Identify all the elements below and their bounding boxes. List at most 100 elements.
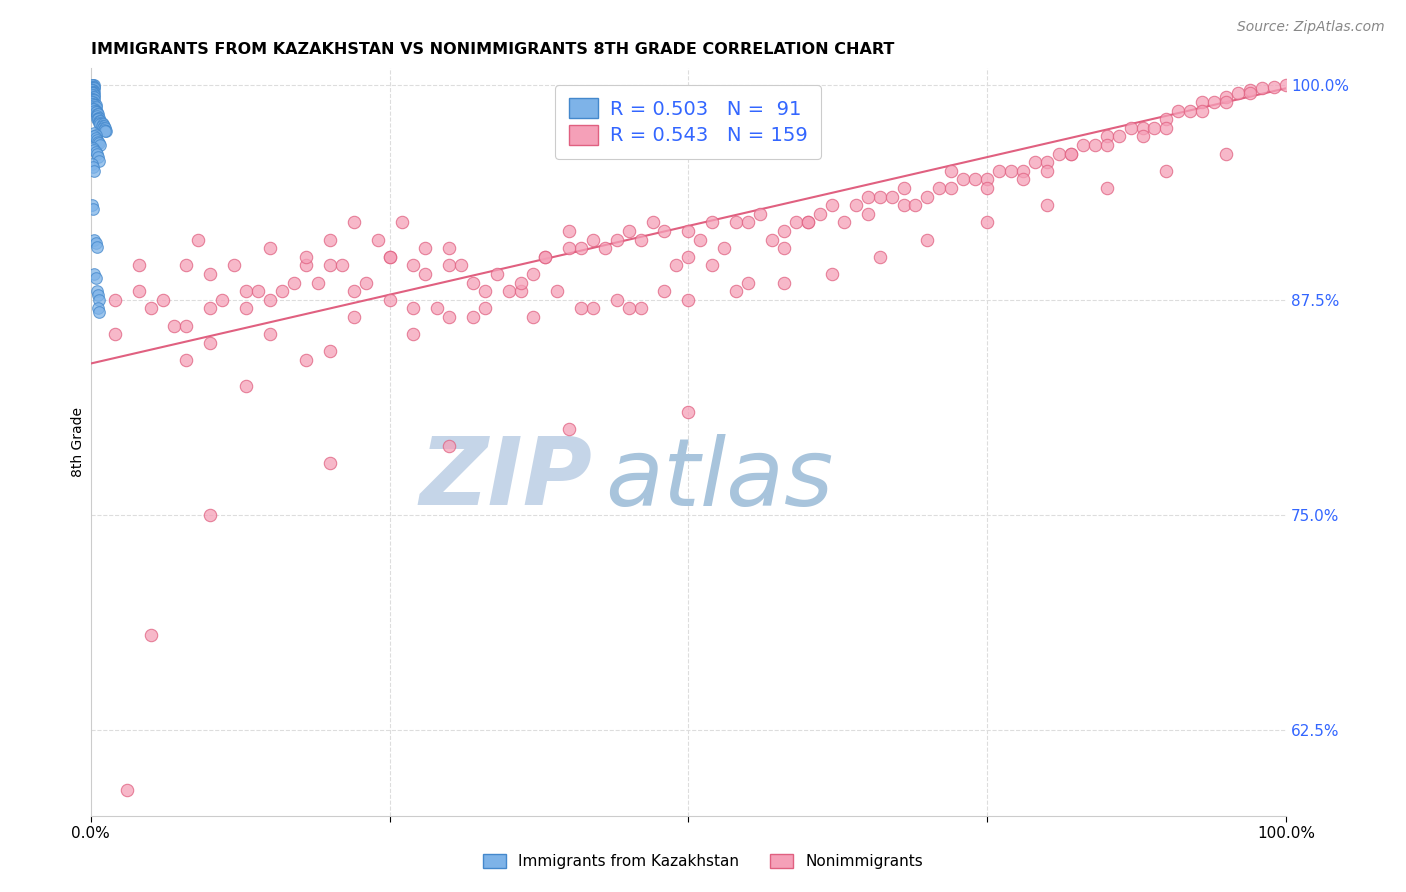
Point xyxy=(1215,90,1237,104)
Point xyxy=(84,236,107,251)
Legend: R = 0.503   N =  91, R = 0.543   N = 159: R = 0.503 N = 91, R = 0.543 N = 159 xyxy=(555,85,821,159)
Point xyxy=(83,93,105,107)
Point xyxy=(84,270,107,285)
Point xyxy=(797,215,820,229)
Point xyxy=(271,285,294,299)
Point xyxy=(737,215,759,229)
Point xyxy=(415,267,437,281)
Point xyxy=(558,422,581,436)
Point xyxy=(498,285,520,299)
Point xyxy=(87,107,110,121)
Point xyxy=(678,224,700,238)
Point xyxy=(988,164,1011,178)
Point xyxy=(367,233,389,247)
Point xyxy=(82,100,104,114)
Point xyxy=(91,120,114,135)
Point xyxy=(654,224,676,238)
Point xyxy=(415,241,437,255)
Point xyxy=(87,111,110,125)
Point xyxy=(86,107,108,121)
Point xyxy=(343,285,366,299)
Point xyxy=(641,215,664,229)
Point xyxy=(1156,112,1178,127)
Point xyxy=(856,189,879,203)
Point xyxy=(869,250,891,264)
Point xyxy=(678,405,700,419)
Point xyxy=(976,172,998,186)
Point xyxy=(893,198,915,212)
Point xyxy=(83,81,105,95)
Point xyxy=(1095,181,1118,195)
Point xyxy=(1108,129,1130,144)
Point xyxy=(80,81,103,95)
Point xyxy=(80,95,103,109)
Point xyxy=(86,146,108,161)
Point xyxy=(474,301,496,316)
Point xyxy=(84,128,107,142)
Point xyxy=(1239,83,1261,97)
Text: IMMIGRANTS FROM KAZAKHSTAN VS NONIMMIGRANTS 8TH GRADE CORRELATION CHART: IMMIGRANTS FROM KAZAKHSTAN VS NONIMMIGRA… xyxy=(91,42,894,57)
Point xyxy=(630,301,652,316)
Point xyxy=(84,103,107,118)
Point xyxy=(1119,120,1142,135)
Point xyxy=(83,102,105,116)
Point xyxy=(96,124,118,138)
Point xyxy=(1024,155,1046,169)
Point xyxy=(1047,146,1070,161)
Point xyxy=(80,87,103,101)
Point xyxy=(82,87,104,101)
Point xyxy=(89,117,111,131)
Point xyxy=(391,215,413,229)
Point xyxy=(486,267,509,281)
Point xyxy=(965,172,987,186)
Point xyxy=(378,250,401,264)
Point xyxy=(1227,87,1250,101)
Point xyxy=(84,100,107,114)
Point xyxy=(82,92,104,106)
Point xyxy=(80,78,103,92)
Point xyxy=(259,327,281,342)
Point xyxy=(319,259,342,273)
Point xyxy=(83,78,105,92)
Point xyxy=(1060,146,1083,161)
Point xyxy=(86,109,108,123)
Point xyxy=(90,119,112,133)
Point xyxy=(82,202,104,216)
Point xyxy=(82,85,104,99)
Point xyxy=(678,250,700,264)
Point xyxy=(880,189,903,203)
Point xyxy=(917,233,939,247)
Point xyxy=(821,198,844,212)
Point xyxy=(343,215,366,229)
Point xyxy=(928,181,950,195)
Point xyxy=(534,250,557,264)
Point xyxy=(82,87,104,101)
Point xyxy=(295,250,318,264)
Point xyxy=(82,161,104,175)
Point xyxy=(1036,164,1059,178)
Point xyxy=(522,267,544,281)
Point xyxy=(773,224,796,238)
Point xyxy=(450,259,472,273)
Point xyxy=(307,276,329,290)
Point xyxy=(82,81,104,95)
Point xyxy=(1060,146,1083,161)
Point xyxy=(749,207,772,221)
Point xyxy=(510,276,533,290)
Point xyxy=(941,181,963,195)
Point xyxy=(247,285,270,299)
Point xyxy=(378,250,401,264)
Point xyxy=(80,93,103,107)
Point xyxy=(1191,95,1213,109)
Point xyxy=(89,114,111,128)
Point xyxy=(319,344,342,359)
Point xyxy=(1012,172,1035,186)
Point xyxy=(83,126,105,140)
Point xyxy=(87,112,110,127)
Point xyxy=(725,215,748,229)
Point xyxy=(86,112,108,127)
Point xyxy=(83,79,105,94)
Point xyxy=(83,267,105,281)
Point xyxy=(474,285,496,299)
Text: ZIP: ZIP xyxy=(420,434,593,525)
